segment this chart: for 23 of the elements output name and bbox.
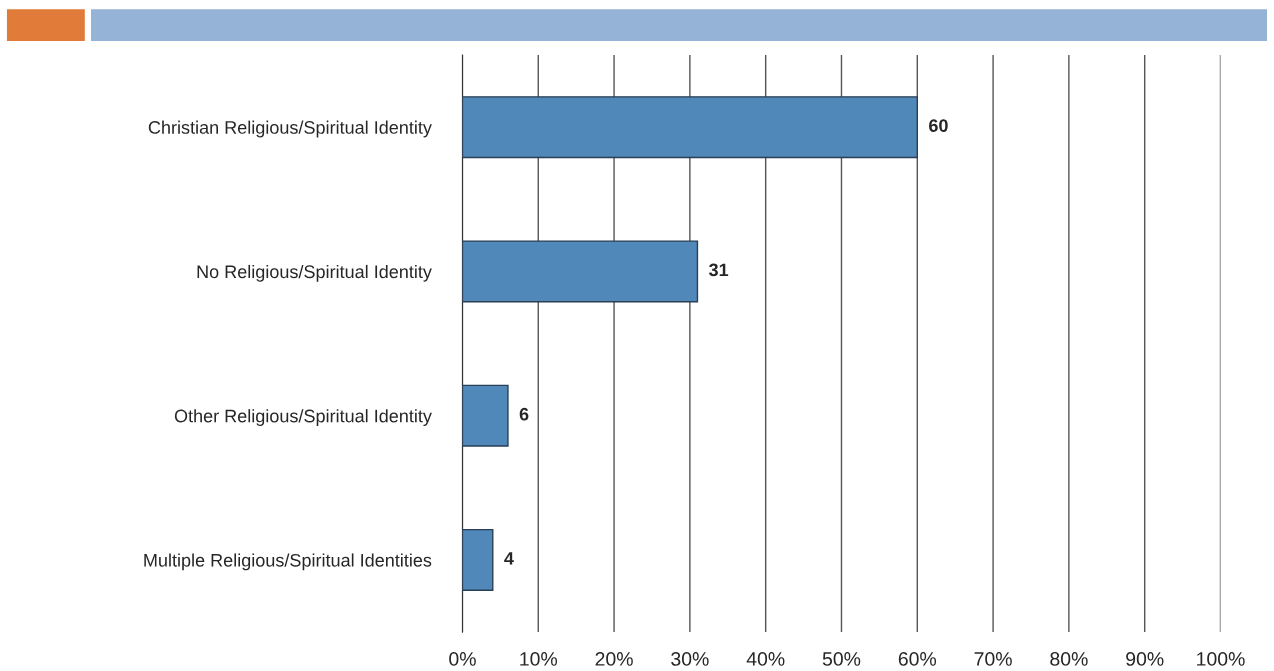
y-tick-label: No Religious/Spiritual Identity [197, 264, 432, 282]
y-tick-label: Other Religious/Spiritual Identity [174, 409, 432, 426]
data-label: 60 [929, 119, 948, 132]
y-tick-label: Christian Religious/Spiritual Identity [148, 120, 432, 138]
data-label: 4 [504, 552, 514, 565]
bar [462, 96, 918, 159]
x-tick-label: 50% [822, 652, 861, 666]
y-tick-label: Multiple Religious/Spiritual Identities [144, 553, 432, 571]
x-tick-label: 10% [520, 652, 558, 666]
x-tick-label: 20% [595, 652, 633, 666]
x-tick-label: 100% [1197, 652, 1245, 666]
data-label: 6 [519, 407, 529, 421]
x-tick-label: 60% [898, 652, 937, 666]
x-tick-label: 90% [1126, 652, 1164, 666]
bar [462, 240, 699, 303]
x-tick-label: 80% [1050, 652, 1088, 666]
x-tick-label: 30% [671, 652, 709, 666]
x-tick-label: 40% [746, 652, 785, 666]
bar [462, 384, 509, 447]
x-tick-label: 0% [449, 652, 476, 666]
data-label: 31 [708, 263, 729, 277]
x-tick-label: 70% [974, 652, 1012, 666]
bar [462, 528, 494, 591]
